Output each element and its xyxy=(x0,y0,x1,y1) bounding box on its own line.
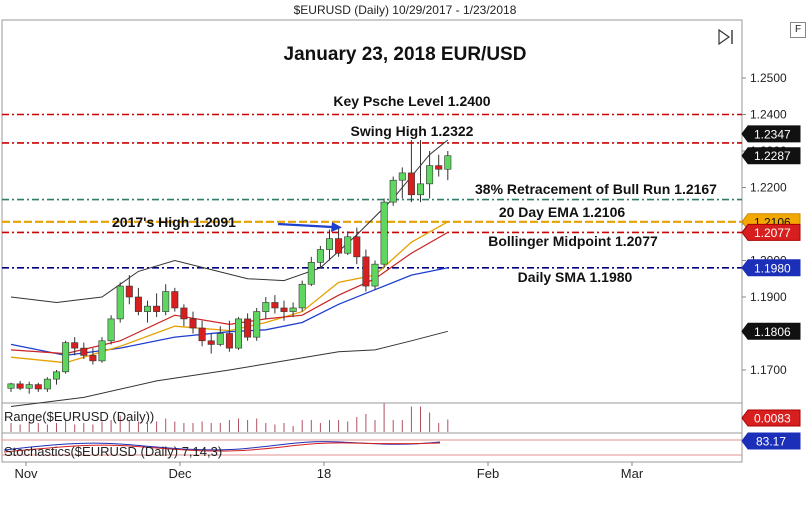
candle-down xyxy=(335,238,343,254)
level-label: Bollinger Midpoint 1.2077 xyxy=(488,233,658,249)
candle-up xyxy=(7,383,15,389)
price-badge xyxy=(741,147,801,165)
price-badge-label: 1.2347 xyxy=(754,127,791,141)
candle-up xyxy=(389,179,397,203)
annotation-2017-high: 2017's High 1.2091 xyxy=(112,214,236,230)
x-tick-label: 18 xyxy=(317,466,331,481)
candle-down xyxy=(244,318,252,338)
f-button[interactable]: F xyxy=(790,22,806,38)
candle-down xyxy=(207,340,215,345)
candle-down xyxy=(198,327,206,342)
x-tick-label: Dec xyxy=(168,466,192,481)
annotation-arrow xyxy=(277,222,342,232)
candle-down xyxy=(362,256,370,287)
range-badge xyxy=(741,409,801,427)
candle-up xyxy=(426,165,434,185)
price-badge-label: 1.1806 xyxy=(754,325,791,339)
candle-up xyxy=(344,236,352,254)
candle-down xyxy=(435,165,443,170)
range-badge-label: 0.0083 xyxy=(754,412,791,426)
x-tick-label: Mar xyxy=(621,466,644,481)
price-badge-label: 1.2077 xyxy=(754,226,791,240)
candle-down xyxy=(71,342,79,349)
price-badge-label: 1.1980 xyxy=(754,261,791,275)
candle-down xyxy=(225,333,233,349)
candle-down xyxy=(80,347,88,356)
price-badge-label: 1.2287 xyxy=(754,149,791,163)
y-tick-label: 1.2500 xyxy=(750,71,787,85)
candle-down xyxy=(16,383,24,389)
candle-up xyxy=(107,318,115,342)
candle-up xyxy=(116,285,124,320)
y-tick-label: 1.2400 xyxy=(750,108,787,122)
x-tick-label: Feb xyxy=(477,466,499,481)
price-badge xyxy=(741,259,801,277)
candle-down xyxy=(189,318,197,329)
candle-up xyxy=(371,263,379,287)
candle-up xyxy=(162,291,170,312)
candle-up xyxy=(25,384,33,389)
candle-down xyxy=(353,236,361,258)
candle-down xyxy=(280,307,288,312)
candle-up xyxy=(380,201,388,265)
candle-down xyxy=(125,285,133,298)
candle-up xyxy=(325,238,333,250)
x-tick-label: Nov xyxy=(14,466,38,481)
candle-up xyxy=(398,172,406,181)
price-badge xyxy=(741,223,801,241)
candle-up xyxy=(98,340,106,362)
candle-up xyxy=(52,371,60,380)
candle-down xyxy=(134,296,142,312)
candle-down xyxy=(180,307,188,320)
candle-up xyxy=(62,342,70,373)
stoch-badge xyxy=(741,432,801,450)
candle-down xyxy=(407,172,415,196)
candle-down xyxy=(34,384,42,390)
chart-title: January 23, 2018 EUR/USD xyxy=(284,44,527,65)
candle-up xyxy=(444,155,452,170)
candle-up xyxy=(316,249,324,263)
candle-up xyxy=(253,311,261,338)
play-end-icon[interactable] xyxy=(718,28,733,46)
stoch-badge-label: 83.17 xyxy=(756,435,786,449)
stochastics-panel-label: Stochastics($EURUSD (Daily) 7,14,3) xyxy=(4,444,222,459)
level-label: Swing High 1.2322 xyxy=(351,123,474,139)
candle-down xyxy=(171,291,179,309)
level-label: 38% Retracement of Bull Run 1.2167 xyxy=(475,181,717,197)
candle-down xyxy=(153,305,161,312)
candle-up xyxy=(235,318,243,349)
candle-down xyxy=(89,355,97,362)
stoch-d-line xyxy=(3,442,441,453)
level-label: 20 Day EMA 1.2106 xyxy=(499,204,626,220)
y-tick-label: 1.2200 xyxy=(750,181,787,195)
candle-up xyxy=(289,307,297,312)
candle-up xyxy=(43,378,51,390)
window-title: $EURUSD (Daily) 10/29/2017 - 1/23/2018 xyxy=(293,3,517,17)
level-label: Daily SMA 1.1980 xyxy=(518,269,633,285)
y-tick-label: 1.1900 xyxy=(750,290,787,304)
range-panel-label: Range($EURUSD (Daily)) xyxy=(4,409,154,424)
candle-up xyxy=(262,302,270,312)
level-label: Key Psche Level 1.2400 xyxy=(333,93,490,109)
candle-up xyxy=(298,283,306,309)
bollinger-lower-line xyxy=(10,330,448,407)
price-badge xyxy=(741,125,801,143)
candle-down xyxy=(271,302,279,309)
candle-up xyxy=(307,262,315,285)
y-tick-label: 1.1700 xyxy=(750,363,787,377)
candle-up xyxy=(144,305,152,312)
price-badge xyxy=(741,322,801,340)
candle-up xyxy=(216,333,224,345)
candle-up xyxy=(416,183,424,196)
